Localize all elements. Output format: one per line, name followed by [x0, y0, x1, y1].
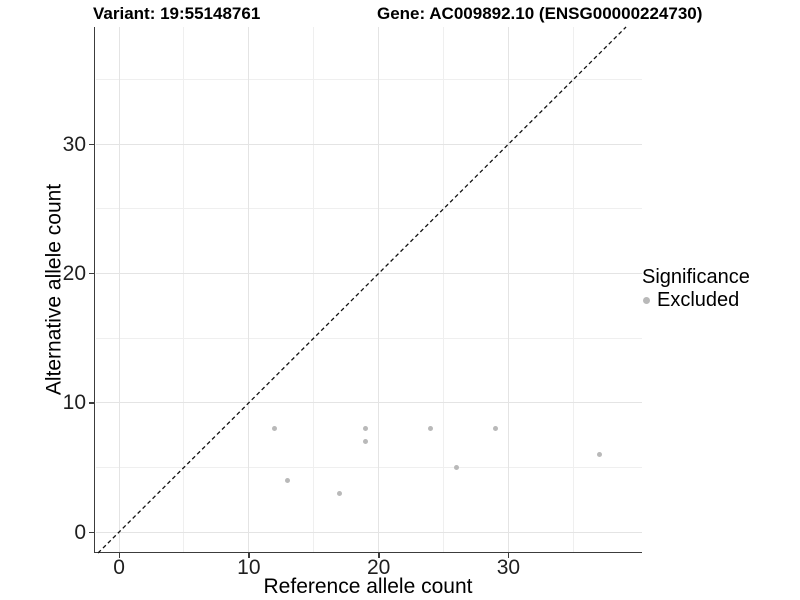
- x-tick-label: 20: [366, 556, 391, 579]
- y-tick-label: 0: [74, 520, 86, 544]
- legend-title: Significance: [642, 266, 750, 288]
- y-tick-mark: [89, 143, 94, 146]
- y-tick-label: 10: [62, 391, 86, 415]
- data-point: [596, 451, 602, 457]
- y-tick-label: 20: [62, 261, 86, 285]
- x-tick-mark: [248, 553, 250, 558]
- x-axis-title: Reference allele count: [263, 575, 473, 598]
- x-tick-mark: [118, 553, 121, 558]
- data-point: [454, 464, 460, 470]
- x-tick-label: 30: [496, 556, 521, 579]
- y-tick-label: 30: [62, 132, 86, 156]
- legend-key: [639, 294, 653, 308]
- x-tick-mark: [507, 553, 510, 558]
- data-point: [337, 490, 343, 496]
- legend-item-label: Excluded: [657, 289, 740, 311]
- plot-title-gene: Gene: AC009892.10 (ENSG00000224730): [377, 4, 703, 23]
- x-tick-mark: [378, 553, 380, 558]
- x-tick-label: 0: [113, 556, 125, 579]
- plot-title-variant: Variant: 19:55148761: [93, 4, 261, 23]
- plot-panel: [94, 27, 642, 553]
- legend: Significance Excluded: [639, 266, 750, 312]
- y-tick-mark: [89, 402, 94, 404]
- legend-item-excluded: Excluded: [639, 289, 750, 312]
- y-tick-mark: [89, 531, 94, 534]
- y-tick-mark: [89, 272, 94, 275]
- x-tick-label: 10: [237, 556, 261, 579]
- excluded-point-icon: [642, 297, 650, 304]
